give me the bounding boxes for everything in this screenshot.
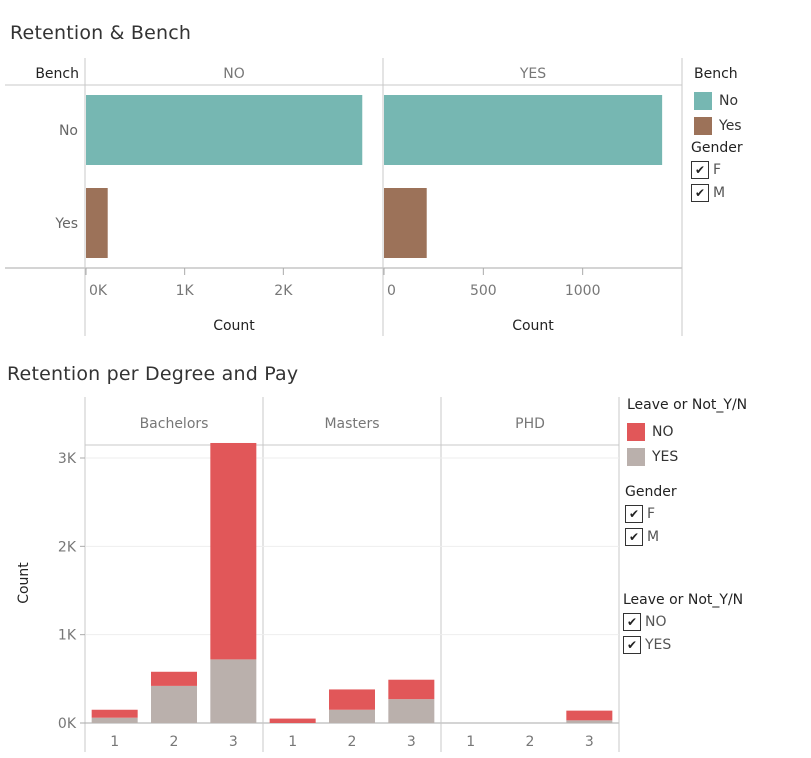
x-tick-label: 2 — [170, 734, 179, 750]
gender-filter-bottom-label-f: F — [647, 505, 656, 522]
bar — [86, 95, 363, 165]
checkbox-checked-icon[interactable]: ✔ — [625, 527, 643, 546]
bar-segment-no — [269, 718, 316, 723]
bench-legend-title: Bench — [694, 66, 738, 82]
x-tick-label: 1K — [176, 283, 195, 299]
leave-filter-item-yes[interactable]: ✔ YES — [623, 633, 743, 656]
bench-color-legend: Bench No Yes — [694, 66, 742, 138]
gender-filter-bottom-label-m: M — [647, 528, 660, 545]
leave-legend-item-yes[interactable]: YES — [627, 444, 747, 469]
leave-filter-label-yes: YES — [645, 636, 672, 653]
gender-filter-top: Gender ✔ F ✔ M — [691, 140, 743, 204]
x-tick-label: 0K — [89, 283, 108, 299]
leave-no-swatch — [627, 422, 645, 441]
gender-filter-top-item-m[interactable]: ✔ M — [691, 181, 743, 204]
x-tick-label: 1 — [110, 734, 119, 750]
bar-segment-yes — [566, 720, 613, 723]
chart-title-retention-degree-pay: Retention per Degree and Pay — [7, 363, 299, 385]
bar-segment-yes — [210, 659, 257, 723]
leave-legend-item-no[interactable]: NO — [627, 419, 747, 444]
bar — [86, 188, 108, 258]
bar-segment-yes — [91, 717, 138, 723]
leave-filter-item-no[interactable]: ✔ NO — [623, 610, 743, 633]
x-tick-label: 2K — [274, 283, 293, 299]
leave-filter: Leave or Not_Y/N ✔ NO ✔ YES — [623, 592, 743, 656]
y-axis-title: Count — [16, 562, 32, 604]
bench-legend-item-no[interactable]: No — [694, 88, 742, 113]
leave-color-legend: Leave or Not_Y/N NO YES — [627, 397, 747, 469]
x-tick-label: 0 — [387, 283, 396, 299]
x-tick-label: 2 — [348, 734, 357, 750]
y-tick-label: 1K — [58, 628, 77, 644]
x-tick-label: 3 — [229, 734, 238, 750]
bar-segment-no — [210, 442, 257, 660]
x-tick-label: 1000 — [565, 283, 601, 299]
x-tick-label: 500 — [470, 283, 497, 299]
category-label: No — [59, 123, 78, 139]
x-tick-label: 1 — [466, 734, 475, 750]
bench-yes-swatch — [694, 116, 712, 135]
category-label: Yes — [54, 216, 78, 232]
gender-filter-bottom-item-m[interactable]: ✔ M — [625, 525, 677, 548]
bench-no-swatch — [694, 91, 712, 110]
gender-filter-top-label-f: F — [713, 161, 722, 178]
y-tick-label: 3K — [58, 451, 77, 467]
gender-filter-top-title: Gender — [691, 140, 743, 156]
leave-legend-label-yes: YES — [652, 448, 679, 465]
bar-segment-yes — [329, 709, 375, 723]
leave-legend-title: Leave or Not_Y/N — [627, 397, 748, 413]
x-axis-title: Count — [512, 318, 554, 334]
bar-segment-no — [388, 679, 435, 700]
leave-yes-swatch — [627, 447, 645, 466]
bench-legend-item-yes[interactable]: Yes — [694, 113, 742, 138]
bench-legend-label-yes: Yes — [719, 117, 742, 134]
panel-header-label: Masters — [324, 416, 379, 432]
gender-filter-bottom: Gender ✔ F ✔ M — [625, 484, 677, 548]
bar-segment-no — [329, 689, 375, 710]
panel-header-label: NO — [223, 66, 245, 82]
checkbox-checked-icon[interactable]: ✔ — [691, 183, 709, 202]
bar-segment-no — [91, 709, 138, 718]
x-tick-label: 3 — [407, 734, 416, 750]
bar-segment-yes — [388, 699, 435, 723]
x-tick-label: 3 — [585, 734, 594, 750]
row-header-label: Bench — [35, 66, 79, 82]
leave-filter-label-no: NO — [645, 613, 667, 630]
panel-header-label: Bachelors — [140, 416, 209, 432]
checkbox-checked-icon[interactable]: ✔ — [625, 504, 643, 523]
y-tick-label: 2K — [58, 539, 77, 555]
checkbox-checked-icon[interactable]: ✔ — [623, 635, 641, 654]
bench-legend-label-no: No — [719, 92, 739, 109]
gender-filter-bottom-title: Gender — [625, 484, 677, 500]
x-tick-label: 1 — [288, 734, 297, 750]
chart-title-retention-bench: Retention & Bench — [10, 22, 192, 44]
gender-filter-bottom-item-f[interactable]: ✔ F — [625, 502, 677, 525]
bar-segment-no — [566, 710, 613, 721]
panel-header-label: PHD — [515, 416, 545, 432]
x-axis-title: Count — [213, 318, 255, 334]
gender-filter-top-item-f[interactable]: ✔ F — [691, 158, 743, 181]
bar — [384, 188, 427, 258]
panel-header-label: YES — [519, 66, 546, 82]
checkbox-checked-icon[interactable]: ✔ — [691, 160, 709, 179]
gender-filter-top-label-m: M — [713, 184, 726, 201]
x-tick-label: 2 — [526, 734, 535, 750]
leave-legend-label-no: NO — [652, 423, 674, 440]
leave-filter-title: Leave or Not_Y/N — [623, 592, 744, 608]
bar — [384, 95, 663, 165]
bar-segment-yes — [151, 685, 197, 723]
checkbox-checked-icon[interactable]: ✔ — [623, 612, 641, 631]
y-tick-label: 0K — [58, 716, 77, 732]
bar-segment-no — [151, 671, 197, 686]
